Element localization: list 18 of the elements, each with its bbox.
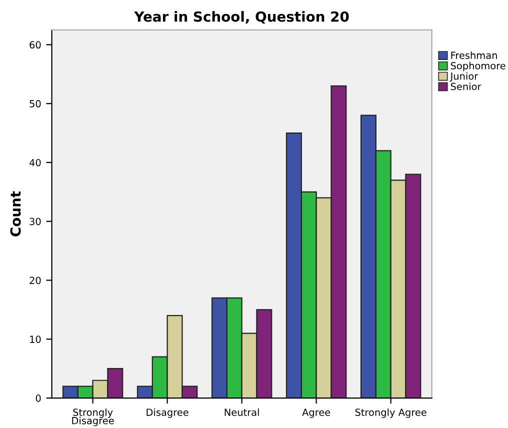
- y-axis-title: Count: [10, 191, 21, 236]
- x-tick-label: Disagree: [146, 408, 188, 418]
- y-tick-label: 30: [30, 218, 41, 226]
- chart-title: Year in School, Question 20: [134, 11, 349, 24]
- y-tick-label: 50: [30, 100, 41, 108]
- x-tick-label: Agree: [302, 408, 330, 418]
- x-tick-label: Strongly Agree: [355, 408, 426, 418]
- y-tick-label: 0: [36, 394, 41, 402]
- legend-label: Senior: [450, 82, 482, 90]
- x-tick-label: Strongly Disagree: [72, 408, 114, 426]
- legend-label: Junior: [450, 72, 478, 82]
- y-tick-label: 20: [30, 276, 41, 284]
- legend-label: Freshman: [451, 51, 497, 60]
- y-tick-label: 10: [30, 336, 41, 343]
- legend-label: Sophomore: [450, 62, 506, 72]
- x-tick-label: Neutral: [224, 408, 259, 416]
- y-tick-label: 60: [30, 41, 41, 49]
- y-tick-label: 40: [30, 158, 41, 166]
